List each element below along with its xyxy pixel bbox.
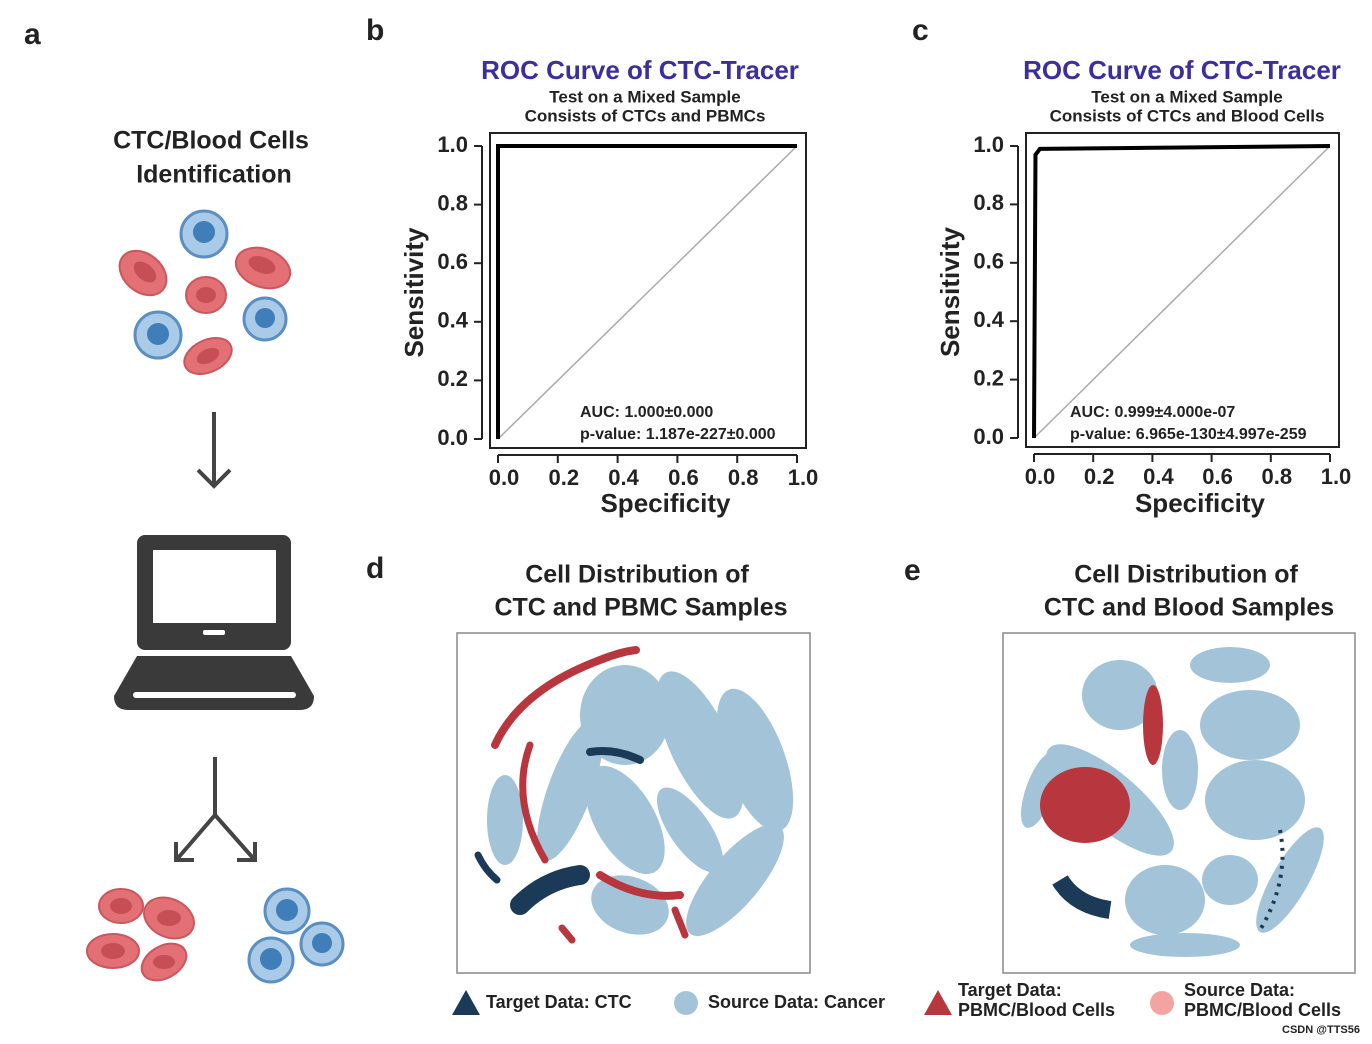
tsne-title: Cell Distribution of — [1074, 561, 1298, 589]
plot-frame — [1025, 132, 1340, 448]
legend-marker — [1150, 991, 1174, 1015]
x-tick-label: 0.8 — [728, 465, 759, 490]
annotation: AUC: 1.000±0.000 — [580, 404, 713, 421]
y-axis-label: Sensitivity — [935, 226, 965, 357]
y-tick-label: 0.8 — [973, 190, 1004, 215]
panel-label: d — [366, 552, 384, 585]
annotation: p-value: 6.965e-130±4.997e-259 — [1070, 426, 1307, 443]
panel-label: e — [904, 554, 921, 587]
x-tick-label: 1.0 — [1321, 464, 1352, 489]
tsne-frame — [456, 632, 811, 974]
x-tick-label: 0.4 — [1143, 464, 1174, 489]
y-tick-label: 1.0 — [437, 132, 468, 157]
legend: Target Data: CTC Source Data: Cancer Targe… — [452, 980, 1341, 1020]
panel-a-title: Identification — [136, 161, 292, 189]
legend-label: Source Data: Cancer — [708, 992, 885, 1012]
y-axis-label: Sensitivity — [399, 227, 429, 358]
sorted-cells — [86, 887, 345, 984]
watermark: CSDN @TTS56 — [1282, 1024, 1360, 1036]
tsne-frame — [1002, 632, 1356, 974]
laptop — [114, 535, 314, 710]
tsne-title: CTC and Blood Samples — [1044, 594, 1334, 622]
legend-label: PBMC/Blood Cells — [958, 1000, 1115, 1020]
panel-label: c — [912, 14, 929, 47]
tsne-cloud — [474, 646, 689, 944]
y-tick-label: 0.8 — [437, 190, 468, 215]
panel-label: b — [366, 14, 384, 47]
x-axis-label: Specificity — [1135, 488, 1266, 518]
panel-label: a — [24, 18, 41, 51]
y-tick-label: 0.6 — [437, 249, 468, 274]
x-tick-label: 0.0 — [1025, 464, 1056, 489]
y-tick-label: 0.4 — [973, 307, 1004, 332]
roc-curve — [496, 144, 797, 439]
y-tick-label: 0.4 — [437, 308, 468, 333]
legend-label: PBMC/Blood Cells — [1184, 1000, 1341, 1020]
x-tick-label: 0.4 — [608, 465, 639, 490]
annotation: p-value: 1.187e-227±0.000 — [580, 426, 776, 443]
arrows — [174, 412, 257, 862]
tsne-title: CTC and PBMC Samples — [494, 594, 787, 622]
tsne-cloud — [1040, 685, 1285, 932]
y-tick-label: 0.2 — [973, 365, 1004, 390]
chart-title: ROC Curve of CTC-Tracer — [481, 55, 799, 85]
chart-subtitle: Test on a Mixed Sample — [549, 87, 740, 106]
legend-marker — [924, 990, 952, 1015]
y-tick-label: 0.6 — [973, 249, 1004, 274]
x-tick-label: 0.6 — [1202, 464, 1233, 489]
chart-subtitle: Consists of CTCs and Blood Cells — [1050, 106, 1325, 125]
legend-marker — [452, 990, 480, 1015]
chart-subtitle: Test on a Mixed Sample — [1091, 87, 1282, 106]
x-tick-label: 0.0 — [489, 465, 520, 490]
reference-line — [1033, 145, 1331, 439]
panel-a-title: CTC/Blood Cells — [113, 127, 309, 155]
x-tick-label: 0.6 — [668, 465, 699, 490]
y-tick-label: 0.0 — [973, 424, 1004, 449]
x-tick-label: 0.8 — [1262, 464, 1293, 489]
chart-title: ROC Curve of CTC-Tracer — [1023, 55, 1341, 85]
legend-label: Target Data: — [958, 980, 1062, 1000]
reference-line — [497, 145, 798, 440]
cell-cluster — [118, 209, 292, 375]
legend-marker — [674, 991, 698, 1015]
tsne-title: Cell Distribution of — [525, 561, 749, 589]
annotation: AUC: 0.999±4.000e-07 — [1070, 404, 1235, 421]
x-tick-label: 0.2 — [1084, 464, 1115, 489]
chart-subtitle: Consists of CTCs and PBMCs — [525, 106, 766, 125]
legend-label: Target Data: CTC — [486, 992, 632, 1012]
y-tick-label: 1.0 — [973, 132, 1004, 157]
plot-frame — [489, 132, 807, 449]
x-tick-label: 0.2 — [549, 465, 580, 490]
roc-curve — [1032, 144, 1331, 439]
y-tick-label: 0.0 — [437, 425, 468, 450]
x-tick-label: 1.0 — [788, 465, 819, 490]
tsne-cloud — [487, 665, 794, 936]
x-axis-label: Specificity — [600, 488, 731, 518]
legend-label: Source Data: — [1184, 980, 1295, 1000]
y-tick-label: 0.2 — [437, 366, 468, 391]
